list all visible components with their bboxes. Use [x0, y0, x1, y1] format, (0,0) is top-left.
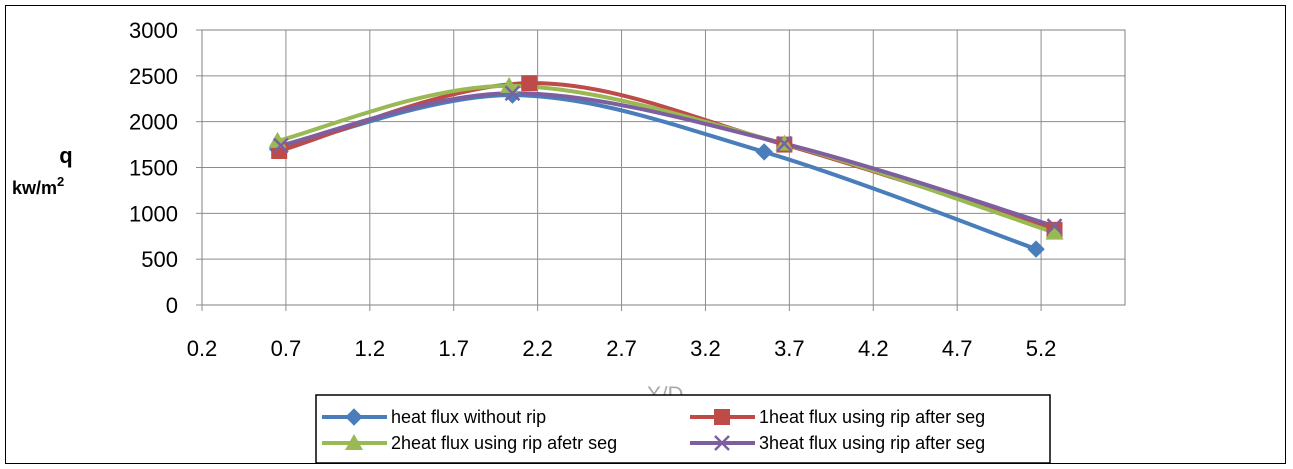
data-point-series-4: [272, 137, 289, 154]
data-point-series-4: [776, 135, 793, 152]
y-tick-label: 1000: [129, 201, 178, 226]
x-tick-label: 0.2: [187, 336, 218, 361]
series-markers: [268, 75, 1064, 258]
data-point-series-3: [500, 76, 519, 93]
grid: [201, 29, 1125, 306]
data-point-series-1: [1027, 240, 1045, 258]
y-tick-label: 1500: [129, 156, 178, 181]
x-axis-ticks: 0.2 0.7 1.2 1.7 2.2 2.7 3.2 3.7 4.2 4.7 5.2: [187, 305, 1057, 361]
legend-marker-3: [345, 434, 363, 450]
series-line-4: [278, 91, 1057, 229]
x-tick-label: 3.2: [690, 336, 721, 361]
series-line-3: [275, 83, 1057, 235]
legend-label-1: heat flux without rip: [391, 407, 546, 427]
x-tick-label: 5.2: [1026, 336, 1057, 361]
y-tick-label: 2000: [129, 110, 178, 135]
x-tick-label: 0.7: [271, 336, 302, 361]
legend-marker-2: [714, 409, 730, 425]
x-tick-label: 1.2: [355, 336, 386, 361]
data-point-series-1: [755, 143, 773, 161]
x-tick-label: 1.7: [438, 336, 469, 361]
x-tick-label: 2.7: [606, 336, 637, 361]
y-tick-label: 3000: [129, 18, 178, 43]
y-axis-unit-superscript: 2: [57, 174, 64, 189]
data-point-series-4: [504, 85, 521, 102]
x-tick-label: 2.2: [522, 336, 553, 361]
y-tick-label: 0: [166, 293, 178, 318]
y-axis-unit: kw/m: [12, 178, 57, 198]
y-tick-label: 2500: [129, 64, 178, 89]
data-point-series-4: [1046, 218, 1063, 235]
legend-label-2: 1heat flux using rip after seg: [759, 407, 985, 427]
legend-box: [315, 394, 1051, 464]
series-line-1: [275, 93, 1039, 252]
x-tick-label: 3.7: [774, 336, 805, 361]
x-tick-label: 4.2: [858, 336, 889, 361]
x-tick-label: 4.7: [942, 336, 973, 361]
y-tick-label: 500: [141, 247, 178, 272]
series-lines: [275, 81, 1057, 252]
y-axis-ticks: 0 500 1000 1500 2000 2500 3000: [129, 18, 202, 318]
legend-marker-1: [345, 408, 363, 426]
legend-marker-4: [714, 435, 730, 451]
legend-label-4: 3heat flux using rip after seg: [759, 433, 985, 453]
data-point-series-3: [1045, 223, 1064, 240]
y-axis-label-main: q: [59, 143, 72, 168]
legend-label-3: 2heat flux using rip afetr seg: [391, 433, 617, 453]
y-axis-label-unit: kw/m2: [12, 174, 64, 198]
legend: heat flux without rip 1heat flux using ri…: [315, 394, 1051, 464]
data-point-series-2: [521, 75, 538, 92]
